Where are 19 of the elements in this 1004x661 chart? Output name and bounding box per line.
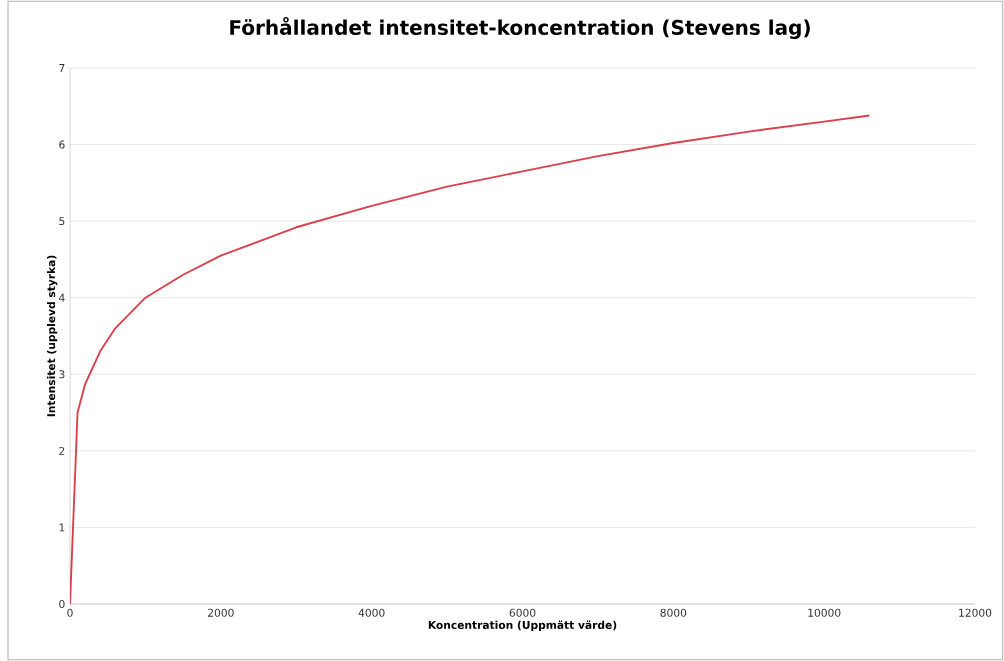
x-tick-label: 0 xyxy=(67,608,73,617)
y-axis-title: Intensitet (upplevd styrka) xyxy=(46,255,58,417)
y-tick-label: 2 xyxy=(59,446,65,455)
chart-title: Förhållandet intensitet-koncentration (Stevens lag) xyxy=(230,16,810,40)
x-tick-label: 4000 xyxy=(358,608,385,617)
x-tick-label: 6000 xyxy=(509,608,536,617)
x-tick-label: 2000 xyxy=(208,608,234,617)
y-tick-label: 5 xyxy=(59,217,65,226)
x-tick-label: 12000 xyxy=(959,608,992,617)
line-series xyxy=(70,114,871,604)
y-tick-label: 1 xyxy=(59,523,65,532)
x-tick-label: 10000 xyxy=(808,608,841,617)
y-tick-label: 0 xyxy=(59,599,65,609)
x-tick-label: 8000 xyxy=(660,608,687,617)
y-tick-label: 3 xyxy=(59,370,65,379)
y-tick-label: 7 xyxy=(59,64,65,72)
y-tick-label: 6 xyxy=(59,140,65,149)
y-tick-label: 4 xyxy=(59,293,65,302)
x-axis-title: Koncentration (Uppmätt värde) xyxy=(428,620,617,632)
